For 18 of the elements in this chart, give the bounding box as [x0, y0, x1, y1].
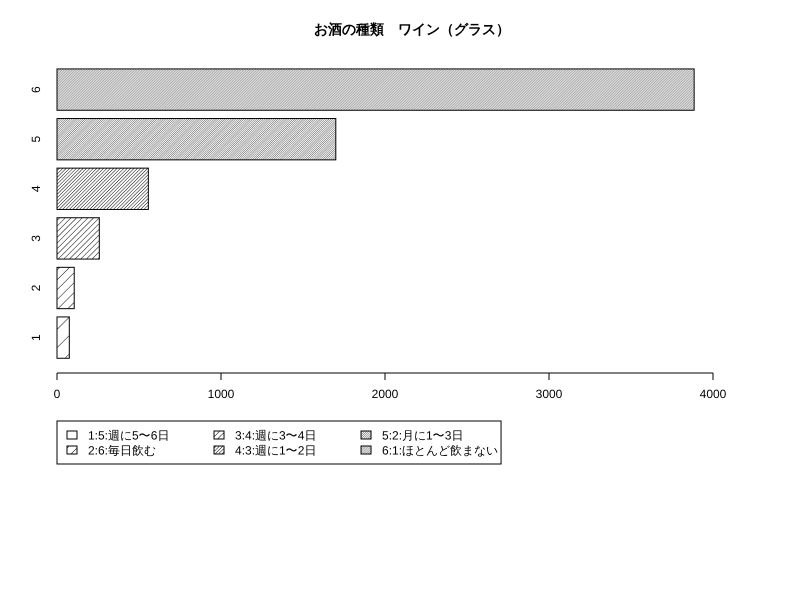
x-tick-label: 1000	[208, 387, 235, 401]
x-tick-label: 4000	[700, 387, 727, 401]
legend-label: 6:1:ほとんど飲まない	[382, 444, 498, 458]
legend-label: 3:4:週に3〜4日	[235, 428, 316, 442]
legend-label: 2:6:毎日飲む	[88, 444, 156, 458]
x-tick-label: 2000	[372, 387, 399, 401]
y-tick-label: 4	[29, 185, 43, 192]
legend-label: 5:2:月に1〜3日	[382, 428, 464, 442]
y-tick-label: 2	[29, 284, 43, 292]
chart-title: お酒の種類 ワイン（グラス）	[314, 21, 510, 37]
x-tick-label: 3000	[536, 387, 563, 401]
x-tick-label: 0	[54, 387, 61, 401]
y-tick-label: 3	[29, 234, 43, 242]
legend-label: 4:3:週に1〜2日	[235, 444, 316, 458]
y-tick-label: 6	[29, 86, 43, 93]
y-tick-label: 1	[29, 334, 43, 341]
legend-label: 1:5:週に5〜6日	[88, 428, 170, 442]
y-tick-label: 5	[29, 136, 43, 143]
